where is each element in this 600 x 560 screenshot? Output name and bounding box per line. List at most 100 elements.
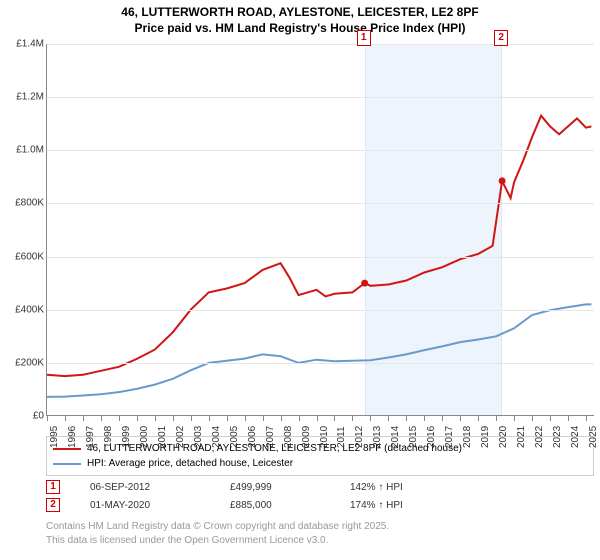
x-axis-label: 2013 bbox=[372, 426, 383, 448]
x-tick bbox=[317, 416, 318, 421]
chart-container: 46, LUTTERWORTH ROAD, AYLESTONE, LEICEST… bbox=[0, 0, 600, 560]
x-tick bbox=[370, 416, 371, 421]
y-axis-label: £1.0M bbox=[16, 145, 44, 156]
x-axis-label: 2020 bbox=[498, 426, 509, 448]
row-pct: 142% ↑ HPI bbox=[350, 482, 470, 493]
x-axis-label: 2001 bbox=[157, 426, 168, 448]
x-axis-label: 2005 bbox=[229, 426, 240, 448]
x-tick bbox=[245, 416, 246, 421]
x-tick bbox=[83, 416, 84, 421]
footer-line-1: Contains HM Land Registry data © Crown c… bbox=[46, 520, 389, 534]
x-tick bbox=[65, 416, 66, 421]
x-tick bbox=[47, 416, 48, 421]
data-row: 2 01-MAY-2020 £885,000 174% ↑ HPI bbox=[46, 496, 470, 514]
x-tick bbox=[460, 416, 461, 421]
x-tick bbox=[514, 416, 515, 421]
x-tick bbox=[388, 416, 389, 421]
x-axis-label: 2006 bbox=[247, 426, 258, 448]
row-price: £885,000 bbox=[230, 500, 350, 511]
series-line bbox=[47, 304, 591, 397]
y-axis-label: £400K bbox=[15, 304, 44, 315]
legend-swatch bbox=[53, 463, 81, 465]
x-axis-label: 2000 bbox=[139, 426, 150, 448]
x-axis-label: 2002 bbox=[175, 426, 186, 448]
x-axis-label: 1999 bbox=[121, 426, 132, 448]
x-tick bbox=[478, 416, 479, 421]
data-marker bbox=[499, 177, 506, 184]
x-axis-label: 2009 bbox=[301, 426, 312, 448]
row-price: £499,999 bbox=[230, 482, 350, 493]
title-line-1: 46, LUTTERWORTH ROAD, AYLESTONE, LEICEST… bbox=[0, 4, 600, 20]
y-axis-label: £800K bbox=[15, 198, 44, 209]
chart-svg bbox=[47, 44, 594, 415]
gridline bbox=[47, 257, 594, 258]
x-axis-label: 1998 bbox=[103, 426, 114, 448]
y-axis-label: £1.2M bbox=[16, 92, 44, 103]
gridline bbox=[47, 203, 594, 204]
x-axis-label: 2003 bbox=[193, 426, 204, 448]
x-axis-label: 1995 bbox=[49, 426, 60, 448]
x-axis-label: 2007 bbox=[265, 426, 276, 448]
x-tick bbox=[227, 416, 228, 421]
series-line bbox=[47, 116, 591, 376]
x-tick bbox=[496, 416, 497, 421]
x-tick bbox=[155, 416, 156, 421]
x-tick bbox=[137, 416, 138, 421]
x-tick bbox=[191, 416, 192, 421]
x-axis-label: 2014 bbox=[390, 426, 401, 448]
gridline bbox=[47, 310, 594, 311]
gridline bbox=[47, 97, 594, 98]
chart-plot-area bbox=[46, 44, 594, 416]
data-marker bbox=[361, 280, 368, 287]
x-axis-label: 2019 bbox=[480, 426, 491, 448]
x-tick bbox=[352, 416, 353, 421]
x-tick bbox=[406, 416, 407, 421]
x-tick bbox=[532, 416, 533, 421]
y-axis-label: £200K bbox=[15, 357, 44, 368]
row-pct: 174% ↑ HPI bbox=[350, 500, 470, 511]
footer-line-2: This data is licensed under the Open Gov… bbox=[46, 534, 389, 548]
x-axis-label: 1996 bbox=[67, 426, 78, 448]
x-axis-label: 2012 bbox=[354, 426, 365, 448]
x-tick bbox=[568, 416, 569, 421]
x-axis-label: 2011 bbox=[336, 426, 347, 448]
callout-badge: 1 bbox=[357, 30, 371, 46]
chart-title: 46, LUTTERWORTH ROAD, AYLESTONE, LEICEST… bbox=[0, 0, 600, 36]
row-date: 06-SEP-2012 bbox=[90, 482, 230, 493]
x-tick bbox=[442, 416, 443, 421]
x-axis-label: 2010 bbox=[319, 426, 330, 448]
y-axis-label: £600K bbox=[15, 251, 44, 262]
x-axis-label: 2022 bbox=[534, 426, 545, 448]
x-axis-label: 1997 bbox=[85, 426, 96, 448]
x-tick bbox=[334, 416, 335, 421]
x-tick bbox=[209, 416, 210, 421]
data-row: 1 06-SEP-2012 £499,999 142% ↑ HPI bbox=[46, 478, 470, 496]
x-axis-label: 2018 bbox=[462, 426, 473, 448]
x-axis-label: 2015 bbox=[408, 426, 419, 448]
x-tick bbox=[299, 416, 300, 421]
callout-badge: 2 bbox=[494, 30, 508, 46]
legend-item: HPI: Average price, detached house, Leic… bbox=[53, 456, 587, 471]
x-tick bbox=[119, 416, 120, 421]
x-axis-label: 2023 bbox=[552, 426, 563, 448]
x-tick bbox=[173, 416, 174, 421]
x-axis-label: 2021 bbox=[516, 426, 527, 448]
data-table: 1 06-SEP-2012 £499,999 142% ↑ HPI 2 01-M… bbox=[46, 478, 470, 514]
y-axis-label: £0 bbox=[33, 411, 44, 422]
gridline bbox=[47, 150, 594, 151]
x-axis-label: 2004 bbox=[211, 426, 222, 448]
row-index-badge: 1 bbox=[46, 480, 60, 494]
footer: Contains HM Land Registry data © Crown c… bbox=[46, 520, 389, 547]
x-tick bbox=[550, 416, 551, 421]
legend-label: HPI: Average price, detached house, Leic… bbox=[87, 458, 293, 469]
x-tick bbox=[586, 416, 587, 421]
gridline bbox=[47, 363, 594, 364]
x-axis-label: 2024 bbox=[570, 426, 581, 448]
x-axis-label: 2017 bbox=[444, 426, 455, 448]
title-line-2: Price paid vs. HM Land Registry's House … bbox=[0, 20, 600, 36]
row-index-badge: 2 bbox=[46, 498, 60, 512]
x-tick bbox=[424, 416, 425, 421]
y-axis-label: £1.4M bbox=[16, 39, 44, 50]
x-tick bbox=[101, 416, 102, 421]
gridline bbox=[47, 44, 594, 45]
